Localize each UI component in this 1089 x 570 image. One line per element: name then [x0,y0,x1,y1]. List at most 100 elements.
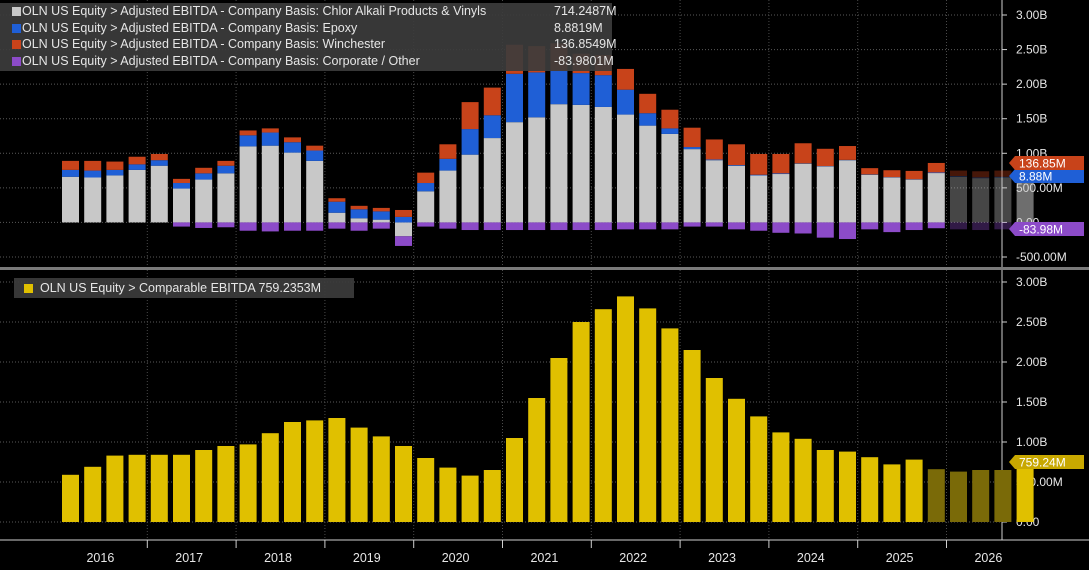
bar-chlor-alkali [461,154,479,223]
bar-corporate-other [861,222,879,230]
bar-chlor-alkali [794,163,812,223]
bar-corporate-other [683,222,701,227]
bar-corporate-other [239,222,257,231]
bar-comparable-ebitda [439,467,457,522]
bar-chlor-alkali [661,133,679,223]
bar-comparable-ebitda [972,470,990,522]
legend-swatch-epoxy [12,23,21,33]
bar-chlor-alkali [239,146,257,223]
bar-comparable-ebitda [905,459,923,522]
bar-epoxy [772,173,790,175]
bar-chlor-alkali [772,174,790,223]
bar-winchester [728,144,745,166]
bar-comparable-ebitda [128,454,146,522]
top-legend: OLN US Equity > Adjusted EBITDA - Compan… [0,3,617,71]
x-tick-label-2026: 2026 [974,551,1002,565]
bar-chlor-alkali [683,149,701,223]
bar-winchester [372,207,390,212]
bar-corporate-other [173,222,190,227]
bar-corporate-other [195,222,213,228]
legend-label: OLN US Equity > Adjusted EBITDA - Compan… [22,20,358,35]
callout-winchester: 136.85M [1019,157,1066,171]
bar-winchester [794,143,812,164]
bar-chlor-alkali [128,169,146,223]
bar-winchester [261,128,279,133]
bar-chlor-alkali [594,106,612,223]
bar-epoxy [461,129,479,155]
bar-corporate-other [550,222,568,231]
bar-comparable-ebitda [794,438,812,522]
bar-epoxy [350,209,368,219]
x-tick-label-2023: 2023 [708,551,736,565]
callout-epoxy: 8.88M [1019,170,1052,184]
callout-winchester-bg [1009,156,1084,170]
legend-value: 8.8819M [554,20,603,35]
bar-comparable-ebitda [261,433,279,522]
legend-swatch-corporate-other [12,56,21,66]
bar-epoxy [239,135,257,147]
legend-swatch-chlor-alkali [12,7,21,16]
bar-epoxy [84,170,102,178]
bar-comparable-ebitda [639,308,657,522]
bar-comparable-ebitda [927,469,945,522]
x-tick-label-2022: 2022 [619,551,647,565]
bar-epoxy [728,165,745,166]
bar-winchester [306,145,324,151]
bar-chlor-alkali [927,173,945,223]
bar-winchester [839,146,856,160]
bar-epoxy [328,201,346,213]
bar-winchester [483,87,501,116]
y-tick-label: 3.00B [1016,8,1047,22]
y-tick-label: 2.50B [1016,43,1047,57]
bar-chlor-alkali [905,179,923,223]
bar-corporate-other [661,222,679,230]
bar-winchester [661,109,679,129]
y-tick-label: 1.50B [1016,112,1047,126]
legend-swatch-winchester [12,40,21,49]
bar-corporate-other [750,222,768,231]
bar-corporate-other [328,222,346,229]
y-tick-label: 1.50B [1016,395,1047,409]
x-tick-label-2017: 2017 [175,551,203,565]
callout-epoxy-bg [1009,169,1084,183]
bar-comparable-ebitda [883,464,901,522]
bar-comparable-ebitda [461,475,479,522]
bar-winchester [328,198,346,202]
bar-epoxy [261,132,279,146]
estimate-bar [950,176,967,223]
bar-comparable-ebitda [417,458,435,522]
bar-epoxy [150,160,168,166]
callout-comparable-ebitda: 759.24M [1019,456,1066,470]
bar-chlor-alkali [417,191,435,223]
bar-corporate-other [306,222,324,231]
bar-comparable-ebitda [84,466,102,522]
bar-epoxy [483,115,501,139]
bottom-legend: OLN US Equity > Comparable EBITDA 759.23… [14,278,354,298]
bar-chlor-alkali [150,165,168,223]
bar-corporate-other [705,222,723,227]
bar-winchester [772,153,790,174]
bar-winchester [106,161,124,170]
bar-winchester [350,205,368,210]
bar-chlor-alkali [572,104,590,223]
y-tick-label: 2.50B [1016,315,1047,329]
bar-epoxy [372,211,390,220]
bar-comparable-ebitda [528,398,546,522]
estimate-bar [994,170,1012,177]
bar-comparable-ebitda [62,474,79,522]
legend-item-epoxy: OLN US Equity > Adjusted EBITDA - Compan… [0,20,612,37]
y-tick-label: 1.00B [1016,435,1047,449]
bar-comparable-ebitda [217,446,235,522]
bar-comparable-ebitda [328,418,346,522]
bar-winchester [617,68,634,90]
bar-winchester [284,137,301,143]
bar-corporate-other [284,222,301,231]
bar-comparable-ebitda [483,470,501,522]
bar-corporate-other [439,222,457,229]
y-tick-label: 2.00B [1016,355,1047,369]
bar-chlor-alkali [861,174,879,223]
bar-epoxy [395,216,412,223]
bar-epoxy [639,113,657,126]
bar-chlor-alkali [528,117,546,223]
